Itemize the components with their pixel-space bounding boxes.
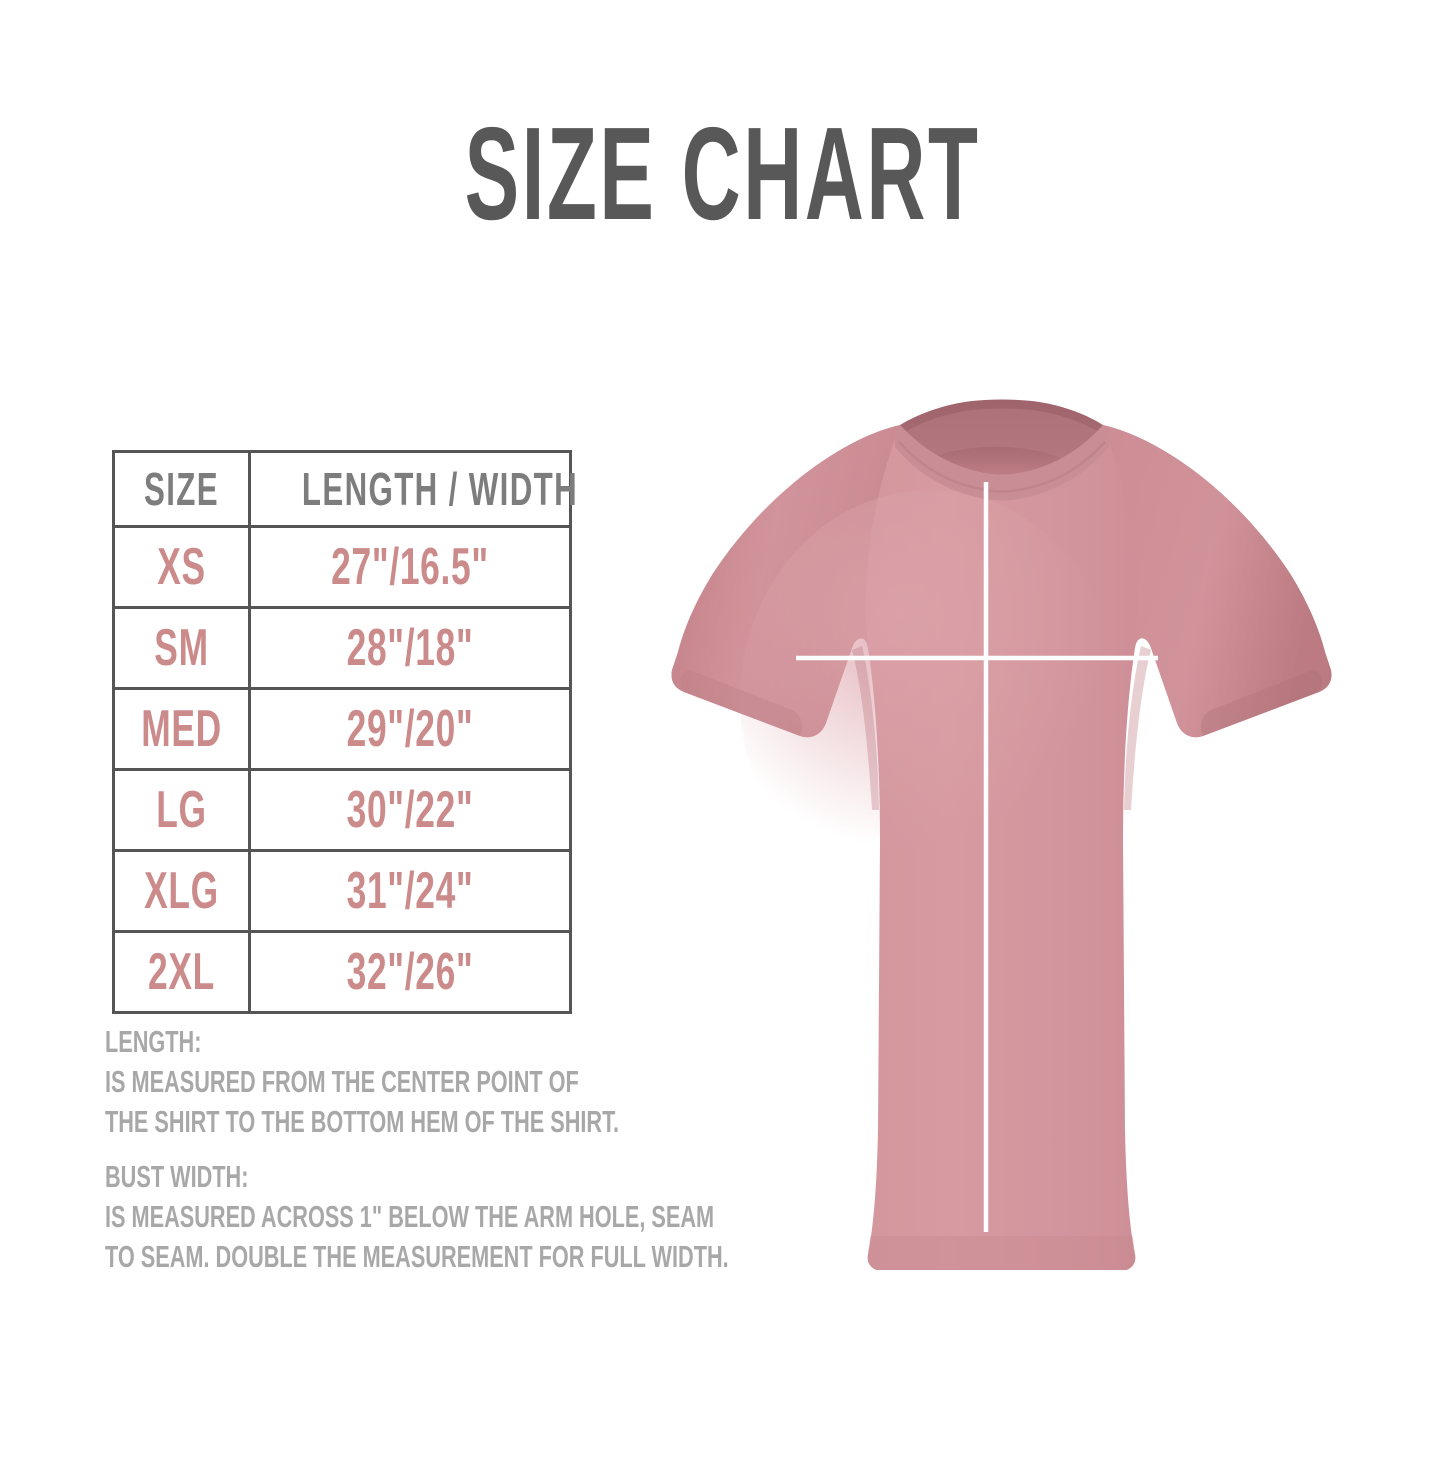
table-row: MED 29"/20" [112, 687, 572, 771]
tshirt-illustration: WIDTH LENGTH [600, 370, 1400, 1270]
size-label: LG [156, 781, 207, 839]
cell-measurement: 28"/18" [248, 606, 572, 690]
column-header-measurement-label: LENGTH / WIDTH [301, 463, 579, 515]
cell-size: 2XL [112, 930, 251, 1014]
size-label: SM [154, 619, 209, 677]
size-label: MED [141, 700, 222, 758]
table-header-row: SIZE LENGTH / WIDTH [112, 450, 579, 528]
table-row: XLG 31"/24" [112, 849, 572, 933]
cell-size: XLG [112, 849, 251, 933]
note-length-line2: THE SHIRT TO THE BOTTOM HEM OF THE SHIRT… [105, 1104, 619, 1139]
note-bust-width: BUST WIDTH: IS MEASURED ACROSS 1" BELOW … [105, 1157, 996, 1277]
measurement-label: 32"/26" [346, 943, 474, 1001]
size-label: 2XL [148, 943, 215, 1001]
note-length-line1: IS MEASURED FROM THE CENTER POINT OF [105, 1064, 579, 1099]
size-label: XS [157, 538, 206, 596]
cell-size: XS [112, 525, 251, 609]
cell-measurement: 32"/26" [248, 930, 572, 1014]
cell-measurement: 29"/20" [248, 687, 572, 771]
note-length: LENGTH: IS MEASURED FROM THE CENTER POIN… [105, 1022, 839, 1142]
cell-measurement: 30"/22" [248, 768, 572, 852]
table-row: 2XL 32"/26" [112, 930, 572, 1014]
measurement-label: 27"/16.5" [331, 538, 489, 596]
note-bust-line1: IS MEASURED ACROSS 1" BELOW THE ARM HOLE… [105, 1199, 715, 1234]
table-row: LG 30"/22" [112, 768, 572, 852]
note-length-heading: LENGTH: [105, 1024, 202, 1059]
cell-measurement: 31"/24" [248, 849, 572, 933]
size-label: XLG [144, 862, 219, 920]
cell-size: SM [112, 606, 251, 690]
cell-size: MED [112, 687, 251, 771]
size-chart-table: SIZE LENGTH / WIDTH XS 27"/16.5" SM 28"/… [112, 450, 579, 1014]
cell-size: LG [112, 768, 251, 852]
measurement-label: 31"/24" [346, 862, 474, 920]
column-header-size-label: SIZE [144, 463, 219, 515]
cell-measurement: 27"/16.5" [248, 525, 572, 609]
column-header-measurement: LENGTH / WIDTH [248, 450, 579, 528]
measurement-label: 30"/22" [346, 781, 474, 839]
column-header-size: SIZE [112, 450, 251, 528]
measurement-label: 28"/18" [346, 619, 474, 677]
table-row: SM 28"/18" [112, 606, 572, 690]
measurement-lines [796, 482, 1158, 1232]
tshirt-body [671, 425, 1332, 1270]
tshirt-collar [894, 399, 1110, 501]
tshirt-svg [671, 399, 1332, 1270]
measurement-label: 29"/20" [346, 700, 474, 758]
page-title: SIZE CHART [464, 100, 981, 247]
note-bust-heading: BUST WIDTH: [105, 1159, 249, 1194]
table-row: XS 27"/16.5" [112, 525, 572, 609]
note-bust-line2: TO SEAM. DOUBLE THE MEASUREMENT FOR FULL… [105, 1239, 729, 1274]
